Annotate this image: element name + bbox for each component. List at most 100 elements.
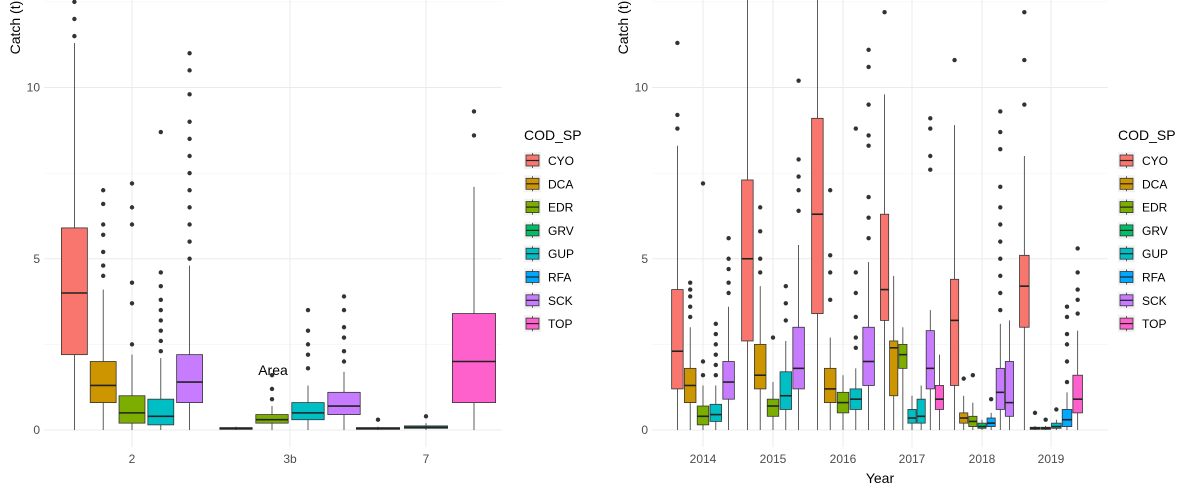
box-SCK: [792, 78, 805, 430]
outlier-point: [998, 129, 1003, 135]
outlier-point: [713, 342, 718, 347]
box-iqr: [907, 409, 917, 424]
outlier-point: [341, 359, 347, 364]
box-iqr: [671, 289, 684, 390]
outlier-point: [129, 280, 135, 285]
legend-label: RFA: [548, 271, 571, 285]
outlier-point: [305, 328, 311, 333]
box-iqr: [889, 340, 899, 397]
outlier-point: [866, 143, 871, 148]
box-iqr: [1004, 361, 1014, 417]
box-CYO: [219, 426, 253, 430]
outlier-point: [305, 342, 311, 347]
box-CYO: [950, 57, 960, 430]
box-TOP: [934, 354, 944, 430]
box-iqr: [451, 313, 496, 403]
legend-key-TOP: [1118, 315, 1135, 333]
box-iqr: [1019, 254, 1030, 328]
outlier-point: [688, 314, 693, 320]
outlier-point: [952, 57, 957, 63]
box-iqr: [950, 278, 960, 386]
box-iqr: [327, 391, 361, 415]
box-EDR: [898, 327, 908, 430]
outlier-point: [129, 342, 135, 347]
legend-key-GUP: [524, 245, 541, 263]
outlier-point: [72, 0, 77, 5]
outlier-point: [1075, 287, 1080, 292]
outlier-point: [998, 184, 1003, 190]
outlier-point: [129, 205, 135, 210]
legend-key-GUP: [1118, 245, 1135, 263]
legend: COD_SP CYO DCA EDR GRV GUP RFA SCK TOP: [1118, 127, 1176, 333]
outlier-point: [101, 232, 106, 237]
outlier-point: [1064, 331, 1070, 337]
outlier-point: [866, 236, 871, 241]
outlier-point: [1075, 297, 1080, 303]
outlier-point: [269, 396, 275, 402]
box-DCA: [959, 376, 969, 430]
box-iqr: [916, 398, 926, 424]
x-tick-label: 2015: [760, 452, 787, 466]
outlier-point: [187, 170, 192, 176]
box-EDR: [766, 335, 780, 430]
box-iqr: [147, 398, 175, 426]
outlier-point: [158, 270, 163, 275]
outlier-point: [828, 270, 833, 275]
outlier-point: [783, 318, 788, 323]
box-CYO: [811, 0, 824, 430]
outlier-point: [129, 222, 135, 227]
box-iqr: [1061, 409, 1073, 427]
outlier-point: [796, 208, 801, 213]
outlier-point: [998, 256, 1003, 261]
outlier-point: [998, 273, 1003, 279]
box-iqr: [792, 326, 805, 390]
box-GUP: [291, 307, 325, 430]
legend-key-RFA: [1118, 268, 1135, 286]
outlier-point: [1064, 314, 1070, 320]
box-GUP: [779, 283, 792, 430]
box-CYO: [880, 9, 890, 430]
legend-label: DCA: [1142, 177, 1167, 191]
legend-key-GRV: [1118, 221, 1135, 239]
outlier-point: [726, 236, 731, 241]
outlier-point: [928, 116, 933, 121]
box-iqr: [754, 343, 767, 390]
box-EDR: [968, 373, 978, 430]
box-iqr: [995, 367, 1005, 410]
legend-key-EDR: [524, 198, 541, 216]
box-DCA: [824, 188, 837, 430]
panel-2: 05101520201420152016201720182019YearCatc…: [615, 0, 1176, 486]
box-iqr: [862, 326, 875, 386]
outlier-point: [828, 297, 833, 303]
outlier-point: [783, 301, 788, 306]
outlier-point: [758, 256, 763, 261]
box-iqr: [61, 227, 88, 356]
outlier-point: [341, 325, 347, 330]
outlier-point: [853, 314, 858, 320]
outlier-point: [866, 64, 871, 70]
outlier-point: [187, 222, 192, 227]
box-SCK: [176, 51, 203, 430]
box-EDR: [696, 181, 710, 430]
legend-key-TOP: [524, 315, 541, 333]
legend: COD_SP CYO DCA EDR GRV GUP RFA SCK TOP: [524, 127, 582, 333]
outlier-point: [101, 249, 106, 255]
box-iqr: [696, 405, 710, 426]
legend-label: RFA: [1142, 271, 1165, 285]
legend-label: SCK: [1142, 294, 1167, 308]
x-tick-label: 2016: [830, 452, 857, 466]
outlier-point: [423, 414, 429, 419]
outlier-point: [101, 273, 106, 279]
outlier-point: [688, 280, 693, 285]
x-tick-label: 2: [129, 452, 136, 466]
box-iqr: [722, 361, 735, 400]
box-DCA: [754, 205, 767, 430]
legend-label: TOP: [548, 317, 572, 331]
outlier-point: [187, 119, 192, 124]
outlier-point: [726, 256, 731, 261]
outlier-point: [796, 188, 801, 193]
x-tick-label: 3b: [283, 452, 297, 466]
y-tick-label: 5: [33, 252, 40, 266]
outlier-point: [158, 328, 163, 333]
